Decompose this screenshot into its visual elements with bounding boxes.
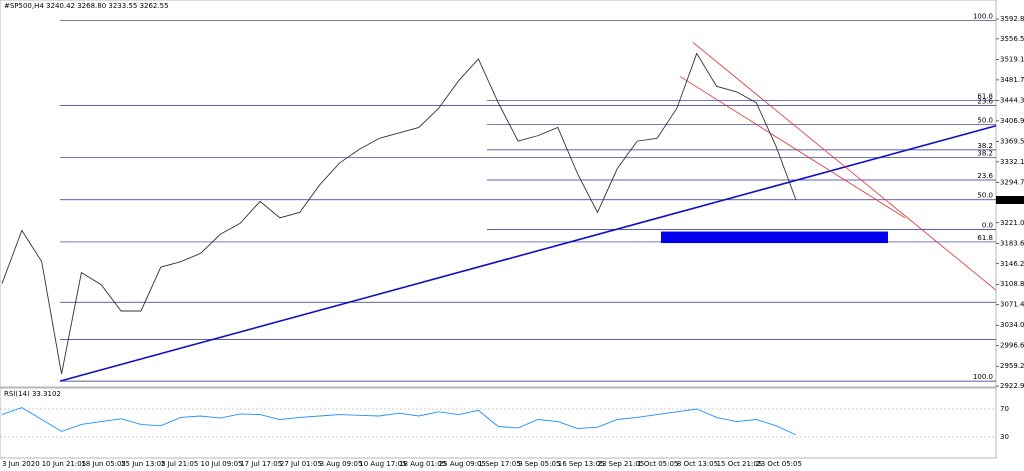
price-zone bbox=[661, 231, 888, 244]
y-tick-label: 3369.50 bbox=[1000, 137, 1024, 145]
y-tick-label: 3332.10 bbox=[1000, 158, 1024, 166]
fib-label: 61.8 bbox=[977, 234, 993, 242]
x-tick-label: 23 Oct 05:05 bbox=[756, 460, 802, 468]
y-tick-label: 3183.60 bbox=[1000, 239, 1024, 247]
x-tick-label: 3 Aug 09:05 bbox=[320, 460, 363, 468]
rsi-tick-label: 70 bbox=[1000, 405, 1009, 413]
fib-label: 38.2 bbox=[977, 150, 993, 158]
x-tick-label: 25 Aug 09:05 bbox=[439, 460, 486, 468]
y-tick-label: 3034.00 bbox=[1000, 321, 1024, 329]
x-tick-label: 1 Sep 17:05 bbox=[478, 460, 520, 468]
x-tick-label: 27 Jul 01:05 bbox=[280, 460, 322, 468]
y-tick-label: 3108.80 bbox=[1000, 280, 1024, 288]
y-tick-label: 3071.40 bbox=[1000, 301, 1024, 309]
x-tick-label: 10 Aug 17:05 bbox=[359, 460, 406, 468]
y-tick-label: 3592.80 bbox=[1000, 15, 1024, 23]
y-tick-label: 3406.90 bbox=[1000, 117, 1024, 125]
main-pane bbox=[0, 0, 997, 388]
y-tick-label: 3221.00 bbox=[1000, 219, 1024, 227]
rsi-label: RSI(14) 33.3102 bbox=[4, 390, 61, 398]
x-tick-label: 18 Jun 05:05 bbox=[81, 460, 125, 468]
rsi-line bbox=[1, 407, 797, 436]
fib-label: 23.6 bbox=[977, 172, 993, 180]
y-tick-label: 3146.20 bbox=[1000, 260, 1024, 268]
x-tick-label: 3 Jun 2020 bbox=[2, 460, 40, 468]
last-price-label: 3262.55 bbox=[998, 196, 1024, 204]
x-tick-label: 8 Oct 13:05 bbox=[677, 460, 718, 468]
fib-label: 38.2 bbox=[977, 142, 993, 150]
x-tick-label: 10 Jul 09:05 bbox=[201, 460, 243, 468]
channel-line bbox=[692, 42, 997, 291]
x-tick-label: 2 Jul 21:05 bbox=[161, 460, 199, 468]
y-tick-label: 3556.50 bbox=[1000, 35, 1024, 43]
y-tick-label: 2922.90 bbox=[1000, 382, 1024, 390]
y-tick-label: 2996.60 bbox=[1000, 342, 1024, 350]
y-tick-label: 3519.10 bbox=[1000, 55, 1024, 63]
price-line bbox=[1, 52, 797, 375]
fib-label: 50.0 bbox=[977, 117, 993, 125]
rsi-tick-label: 30 bbox=[1000, 433, 1009, 441]
fib-label: 0.0 bbox=[982, 221, 993, 229]
last-price-box bbox=[996, 195, 1024, 204]
x-tick-label: 10 Jun 21:05 bbox=[42, 460, 86, 468]
x-tick-label: 23 Sep 21:05 bbox=[598, 460, 645, 468]
x-tick-label: 15 Oct 21:05 bbox=[717, 460, 763, 468]
rsi-pane bbox=[0, 387, 997, 459]
x-tick-label: 1 Oct 05:05 bbox=[637, 460, 678, 468]
fib-label: 61.8 bbox=[977, 93, 993, 101]
x-tick-label: 9 Sep 05:05 bbox=[518, 460, 560, 468]
x-tick-label: 16 Sep 13:05 bbox=[558, 460, 605, 468]
fib-label: 100.0 bbox=[973, 373, 993, 381]
fib-label: 23.6 bbox=[977, 97, 993, 105]
y-tick-label: 3444.30 bbox=[1000, 96, 1024, 104]
y-tick-label: 3294.70 bbox=[1000, 178, 1024, 186]
channel-line bbox=[679, 76, 906, 219]
x-tick-label: 18 Aug 01:05 bbox=[399, 460, 446, 468]
trendline bbox=[59, 124, 997, 382]
fib-label: 100.0 bbox=[973, 13, 993, 21]
fib-label: 50.0 bbox=[977, 192, 993, 200]
y-tick-label: 2959.20 bbox=[1000, 362, 1024, 370]
x-tick-label: 25 Jun 13:05 bbox=[121, 460, 165, 468]
y-tick-label: 3481.70 bbox=[1000, 76, 1024, 84]
x-tick-label: 17 Jul 17:05 bbox=[240, 460, 282, 468]
chart-header: #SP500,H4 3240.42 3268.80 3233.55 3262.5… bbox=[4, 2, 169, 10]
